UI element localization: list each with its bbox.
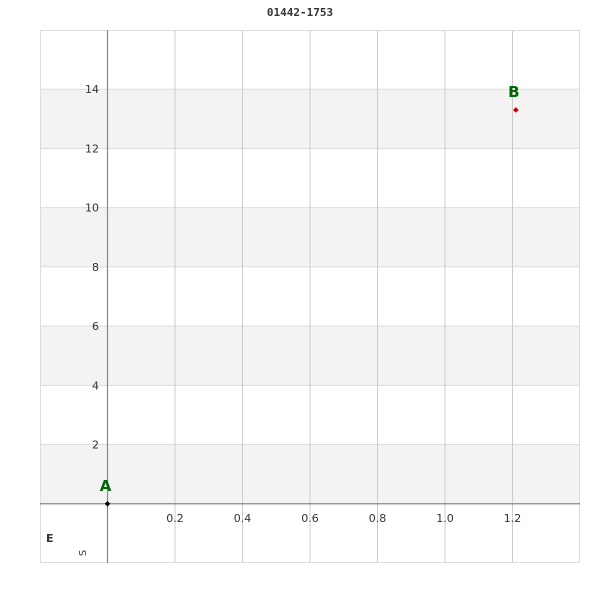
y-tick-label: 4 (92, 379, 99, 392)
y-tick-label: 8 (92, 261, 99, 274)
x-tick-label: 0.8 (369, 512, 387, 525)
point-label: A (100, 477, 112, 495)
x-tick-label: 0.4 (234, 512, 252, 525)
y-axis-label: S (78, 550, 89, 556)
data-point (104, 500, 111, 507)
y-tick-label: 6 (92, 320, 99, 333)
x-axis-label: E (46, 532, 54, 545)
y-tick-label: 12 (85, 142, 99, 155)
x-tick-label: 0.6 (301, 512, 319, 525)
x-tick-label: 1.0 (436, 512, 454, 525)
plot-frame (40, 30, 580, 563)
x-tick-label: 1.2 (504, 512, 522, 525)
y-tick-label: 2 (92, 439, 99, 452)
x-tick-label: 0.2 (166, 512, 184, 525)
point-label: B (508, 83, 519, 101)
data-point (513, 107, 519, 113)
y-tick-label: 10 (85, 202, 99, 215)
chart-title: 01442-1753 (266, 6, 334, 19)
y-tick-label: 14 (85, 83, 99, 96)
